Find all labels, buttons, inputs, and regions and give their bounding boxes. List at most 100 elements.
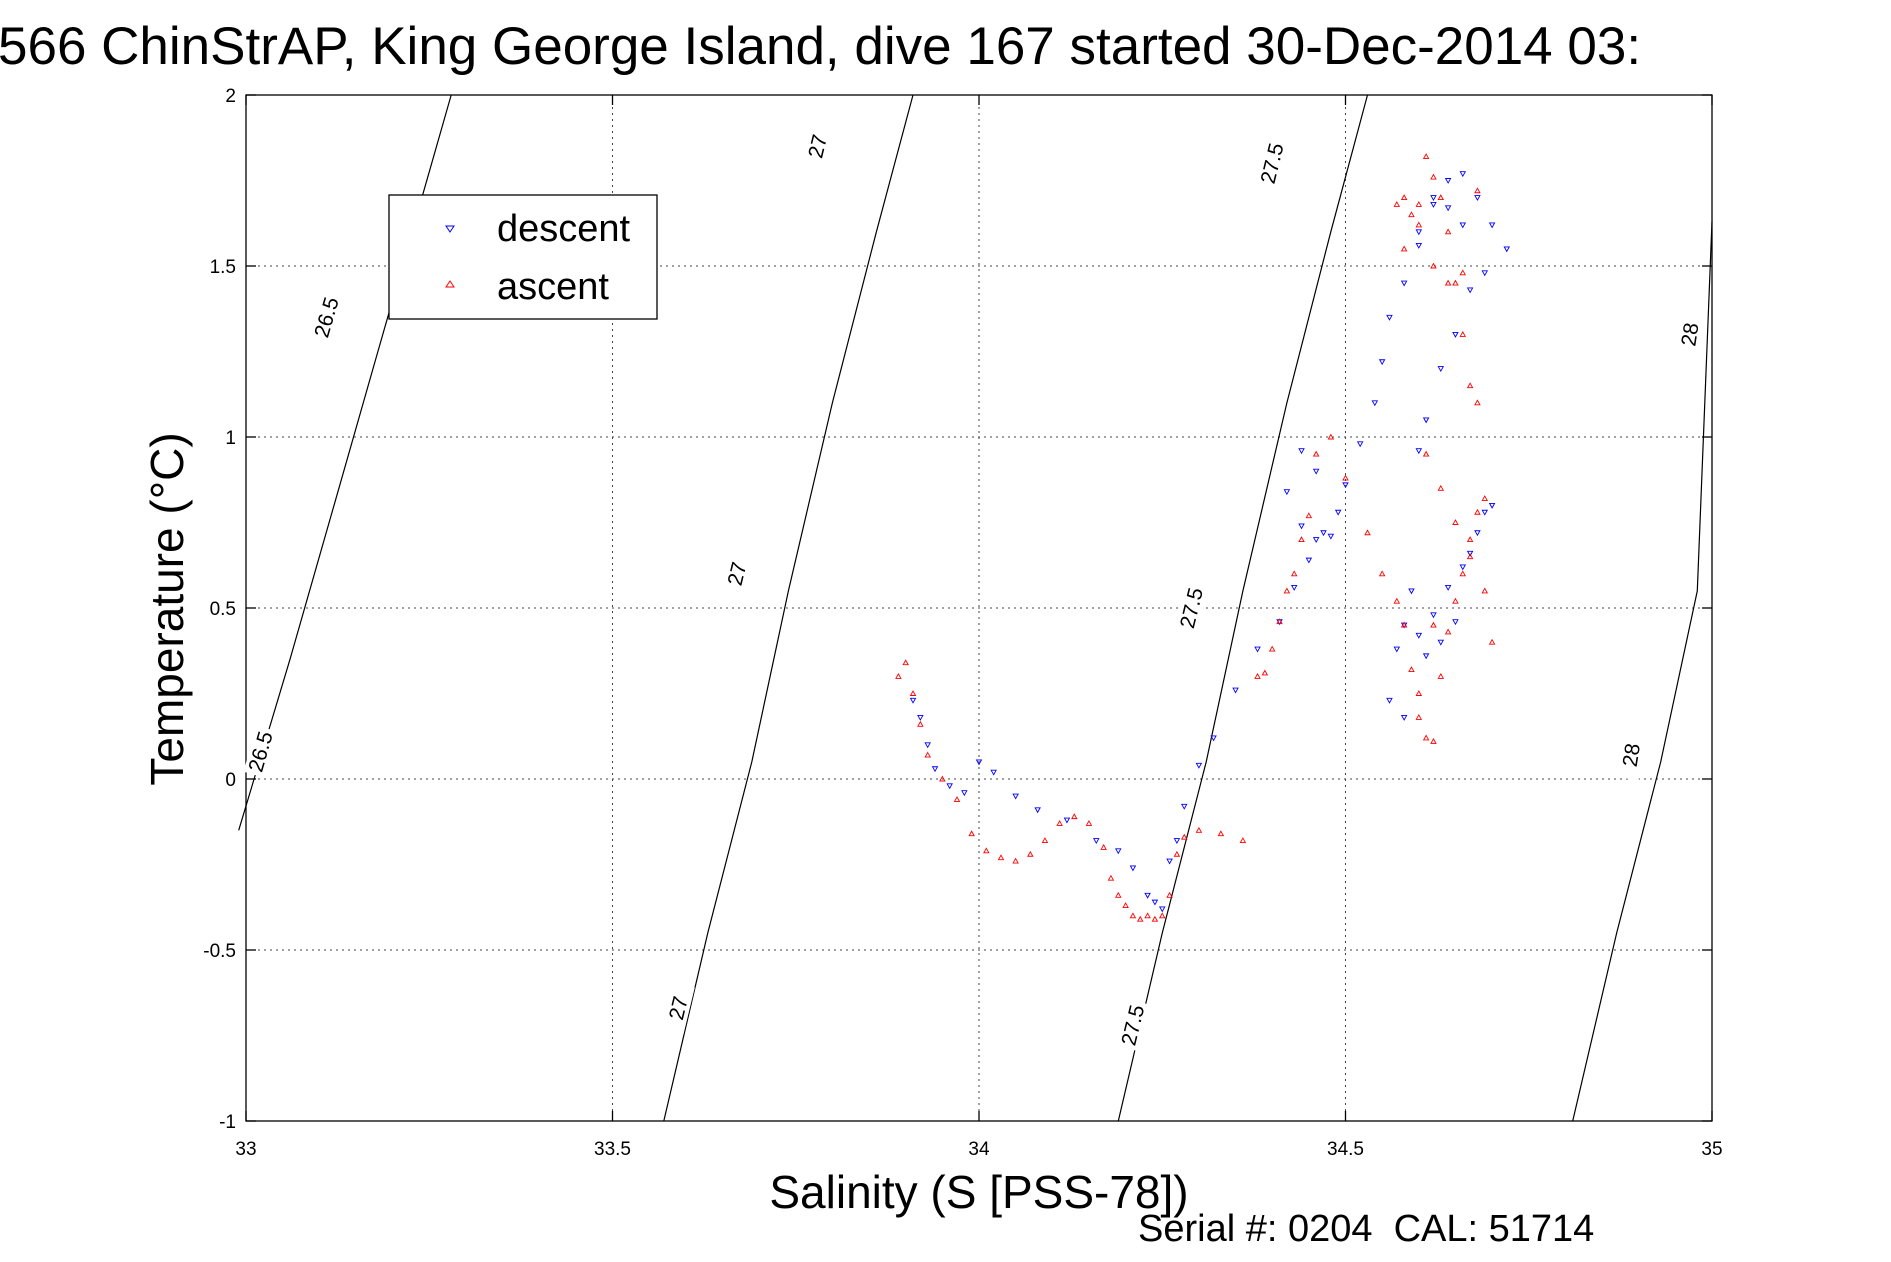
- ascent-point: [1158, 912, 1166, 919]
- y-tick-label: 1.5: [210, 257, 236, 278]
- y-tick-label: 0.5: [210, 599, 236, 620]
- descent-point: [1290, 585, 1298, 591]
- descent-point: [917, 714, 924, 721]
- contour-label-gap: [720, 547, 754, 600]
- descent-point: [1298, 523, 1305, 530]
- descent-point: [1474, 530, 1481, 537]
- y-tick-label: 0: [225, 770, 236, 791]
- descent-point: [1430, 612, 1437, 619]
- descent-point: [1166, 858, 1173, 865]
- contour-label-gap: [801, 120, 835, 173]
- ascent-point: [1459, 269, 1467, 276]
- descent-point: [990, 769, 997, 776]
- ascent-point: [953, 796, 961, 802]
- ascent-point: [1444, 279, 1452, 286]
- ascent-point: [1364, 529, 1371, 536]
- contour-label-gap: [1255, 137, 1289, 190]
- ascent-point: [1276, 618, 1283, 625]
- descent-point: [975, 759, 983, 766]
- descent-point: [1466, 550, 1474, 557]
- descent-point: [1210, 735, 1217, 742]
- descent-point: [1488, 222, 1496, 229]
- y-tick-label: -1: [219, 1112, 236, 1133]
- descent-point: [1173, 838, 1181, 844]
- ascent-point: [1085, 820, 1093, 826]
- ascent-point: [1444, 228, 1452, 235]
- ascent-point: [1012, 857, 1019, 864]
- descent-point: [1378, 359, 1386, 366]
- x-tick-label: 34.5: [1327, 1139, 1364, 1160]
- contour-label-gap: [243, 725, 278, 778]
- descent-point: [1481, 509, 1489, 516]
- x-tick-label: 34: [968, 1139, 990, 1160]
- ascent-point: [1041, 837, 1049, 844]
- contour-label-gap: [1616, 729, 1646, 781]
- ascent-point: [1107, 874, 1115, 881]
- descent-point: [909, 697, 917, 704]
- ascent-point: [1393, 597, 1401, 604]
- legend-label-descent: descent: [497, 208, 631, 250]
- ascent-point: [1268, 645, 1276, 652]
- ascent-point: [1430, 262, 1437, 269]
- descent-point: [1437, 366, 1445, 373]
- descent-point: [931, 766, 939, 773]
- ascent-point: [1180, 833, 1188, 840]
- ascent-point: [1136, 915, 1144, 922]
- descent-point: [1312, 468, 1320, 475]
- descent-point: [1305, 557, 1313, 564]
- y-tick-label: -0.5: [203, 941, 236, 962]
- ascent-point: [1437, 194, 1445, 201]
- ascent-point: [1408, 666, 1415, 673]
- legend: descent ascent: [388, 194, 658, 320]
- descent-point: [1415, 448, 1423, 455]
- descent-point: [1422, 653, 1430, 660]
- x-tick-label: 35: [1701, 1139, 1722, 1160]
- descent-point: [1488, 502, 1496, 509]
- descent-point: [924, 742, 931, 749]
- legend-marker-descent: [445, 225, 455, 233]
- y-tick-label: 2: [225, 86, 236, 107]
- x-axis-label: Salinity (S [PSS-78]): [769, 1166, 1188, 1218]
- ascent-point: [1474, 399, 1481, 406]
- descent-point: [1180, 803, 1188, 810]
- ascent-point: [924, 751, 931, 758]
- ascent-point: [895, 672, 902, 679]
- ascent-point: [1151, 915, 1159, 922]
- ascent-point: [1466, 553, 1474, 560]
- descent-point: [1459, 564, 1467, 571]
- contour-label: 27: [804, 132, 832, 160]
- descent-point: [1452, 331, 1459, 338]
- legend-box: [388, 194, 658, 320]
- descent-point: [1444, 205, 1452, 212]
- ascent-point: [1422, 734, 1430, 741]
- ascent-point: [1452, 597, 1459, 604]
- ascent-point: [1144, 912, 1151, 919]
- descent-point: [1415, 243, 1423, 249]
- descent-point: [1334, 509, 1342, 516]
- y-axis-label: Temperature (°C): [141, 432, 193, 785]
- ascent-point: [1474, 508, 1481, 515]
- descent-point: [1151, 899, 1159, 906]
- ascent-point: [1430, 737, 1437, 744]
- ascent-point: [1459, 330, 1467, 337]
- descent-point: [1408, 588, 1415, 595]
- descent-point: [1474, 195, 1481, 202]
- descent-point: [1452, 619, 1459, 626]
- descent-point: [1430, 201, 1437, 208]
- ascent-point: [917, 720, 924, 727]
- serial-cal-info: Serial #: 0204 CAL: 51714: [1138, 1208, 1594, 1250]
- descent-point: [1232, 687, 1239, 694]
- descent-point: [1063, 817, 1071, 824]
- ascent-point: [1437, 672, 1445, 679]
- ascent-point: [1298, 536, 1305, 543]
- descent-point: [1481, 270, 1489, 277]
- density-contour-line: [1572, 221, 1713, 1122]
- contour-label-gap: [309, 291, 344, 344]
- descent-point: [1400, 280, 1408, 287]
- ascent-point: [1342, 474, 1349, 481]
- contour-label: 28: [1677, 321, 1703, 348]
- ascent-point: [1027, 850, 1034, 857]
- ascent-point: [1400, 245, 1408, 252]
- contour-label: 27: [665, 994, 693, 1022]
- ascent-point: [997, 854, 1005, 861]
